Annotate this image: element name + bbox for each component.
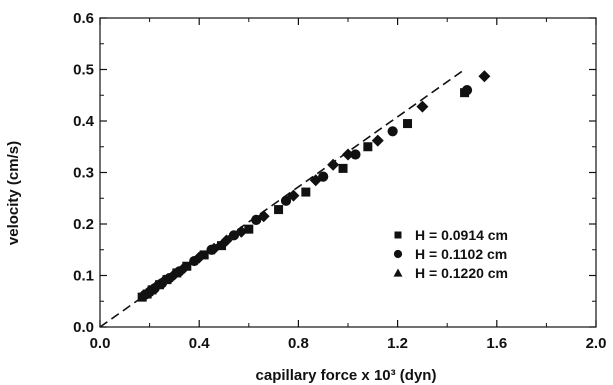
plot-frame (99, 17, 597, 328)
data-point-series-3 (193, 251, 206, 264)
data-point-series-3 (235, 225, 248, 238)
x-axis-label: capillary force x 10³ (dyn) (256, 367, 437, 384)
legend-label: H = 0.1102 cm (415, 246, 507, 262)
x-tick-label: 1.2 (387, 335, 408, 352)
data-point-series-3 (220, 234, 233, 247)
data-point-series-1 (363, 142, 373, 152)
data-point-series-2 (387, 126, 398, 137)
x-tick-label: 0.4 (189, 335, 211, 352)
x-tick-label: 0.8 (288, 335, 309, 352)
x-tick-label: 0.0 (90, 335, 111, 352)
axes: 0.0 0.4 0.8 1.2 1.6 2.0 0.0 0.1 0.2 0.3 0.4 0.5 0.6 (73, 10, 606, 352)
legend-marker (393, 268, 403, 277)
data-point-series-3 (257, 210, 270, 223)
data-point-series-1 (403, 119, 413, 129)
data-point-series-3 (416, 100, 429, 113)
data-point-series-2 (350, 149, 361, 160)
y-axis-label: velocity (cm/s) (5, 141, 22, 245)
legend: H = 0.0914 cm H = 0.1102 cm H = 0.1220 cm (393, 227, 508, 281)
data-point-series-1 (244, 224, 254, 234)
data-point-series-2 (461, 85, 473, 96)
data-point-series-1 (217, 241, 227, 251)
data-point-series-3 (168, 268, 181, 281)
y-tick-label: 0.3 (73, 165, 94, 182)
x-tick-label: 1.6 (486, 335, 507, 352)
data-point-series-2 (280, 195, 292, 206)
y-tick-label: 0.0 (73, 319, 94, 336)
data-point-series-1 (338, 163, 348, 173)
legend-label: H = 0.1220 cm (415, 265, 508, 281)
legend-marker (394, 231, 402, 239)
data-point-series-1 (274, 205, 284, 215)
y-tick-label: 0.5 (73, 62, 94, 79)
y-tick-label: 0.6 (73, 10, 94, 27)
data-point-series-3 (309, 174, 322, 187)
data-point-series-3 (143, 284, 156, 297)
data-point-series-3 (287, 189, 300, 202)
y-tick-label: 0.1 (73, 268, 94, 285)
data-point-series-3 (208, 242, 221, 255)
y-tick-label: 0.2 (73, 216, 94, 233)
legend-marker (393, 249, 403, 259)
legend-label: H = 0.0914 cm (415, 227, 508, 243)
data-point-series-3 (178, 261, 191, 274)
data-point-series-3 (342, 148, 354, 161)
data-point-series-3 (478, 70, 491, 83)
data-points (137, 70, 491, 302)
data-point-series-3 (151, 279, 164, 292)
data-point-series-1 (301, 187, 311, 197)
y-tick-label: 0.4 (73, 113, 95, 130)
data-point-series-3 (158, 274, 171, 287)
data-point-series-3 (371, 134, 384, 147)
x-tick-label: 2.0 (586, 335, 607, 352)
data-point-series-1 (199, 250, 209, 260)
data-point-series-3 (327, 158, 340, 171)
